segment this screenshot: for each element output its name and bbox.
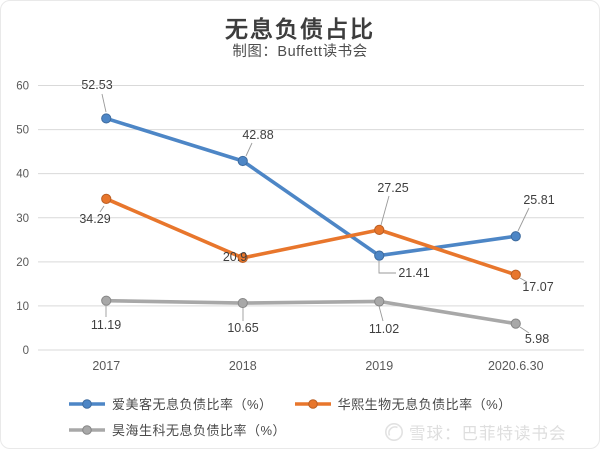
legend-row-1: 爱美客无息负债比率（%） 华熙生物无息负债比率（%） xyxy=(69,394,512,413)
legend-item-huaxi: 华熙生物无息负债比率（%） xyxy=(294,394,512,413)
svg-text:11.02: 11.02 xyxy=(369,322,399,336)
watermark: 雪球：巴菲特读书会 xyxy=(384,420,567,444)
svg-text:60: 60 xyxy=(16,81,29,93)
svg-text:52.53: 52.53 xyxy=(81,78,112,92)
legend-item-haohai: 昊海生科无息负债比率（%） xyxy=(69,420,286,439)
svg-text:10.65: 10.65 xyxy=(227,321,258,335)
svg-text:20: 20 xyxy=(16,257,29,269)
snowball-logo-icon xyxy=(385,423,403,441)
svg-text:42.88: 42.88 xyxy=(242,128,273,142)
chart-title: 无息负债占比 xyxy=(225,16,375,43)
legend-marker-line-icon xyxy=(69,424,105,435)
svg-text:34.29: 34.29 xyxy=(79,212,110,226)
svg-text:30: 30 xyxy=(16,213,29,225)
svg-text:11.19: 11.19 xyxy=(91,318,121,332)
svg-text:50: 50 xyxy=(16,125,29,137)
legend-label: 爱美客无息负债比率（%） xyxy=(112,397,273,412)
legend-marker-line-icon xyxy=(294,398,331,409)
svg-text:21.41: 21.41 xyxy=(398,266,429,280)
svg-text:25.81: 25.81 xyxy=(523,193,554,207)
svg-text:0: 0 xyxy=(23,345,29,357)
svg-text:17.07: 17.07 xyxy=(522,280,553,294)
svg-text:2019: 2019 xyxy=(365,359,393,373)
legend-marker-line-icon xyxy=(69,398,105,409)
legend-row-2: 昊海生科无息负债比率（%） xyxy=(69,420,512,439)
svg-text:20.9: 20.9 xyxy=(223,250,247,264)
svg-text:2017: 2017 xyxy=(92,359,120,373)
svg-text:5.98: 5.98 xyxy=(525,332,549,346)
legend-item-aimeike: 爱美客无息负债比率（%） xyxy=(69,394,273,413)
svg-text:10: 10 xyxy=(16,301,29,313)
legend: 爱美客无息负债比率（%） 华熙生物无息负债比率（%） 昊海生科无息负债比率（%） xyxy=(69,394,512,446)
watermark-text: 雪球：巴菲特读书会 xyxy=(409,425,567,443)
chart-subtitle: 制图：Buffett读书会 xyxy=(232,44,368,60)
legend-label: 华熙生物无息负债比率（%） xyxy=(337,397,512,412)
svg-text:2018: 2018 xyxy=(229,359,257,373)
svg-text:40: 40 xyxy=(16,169,29,181)
legend-label: 昊海生科无息负债比率（%） xyxy=(112,423,287,438)
svg-text:2020.6.30: 2020.6.30 xyxy=(488,359,544,373)
svg-text:27.25: 27.25 xyxy=(377,181,408,195)
